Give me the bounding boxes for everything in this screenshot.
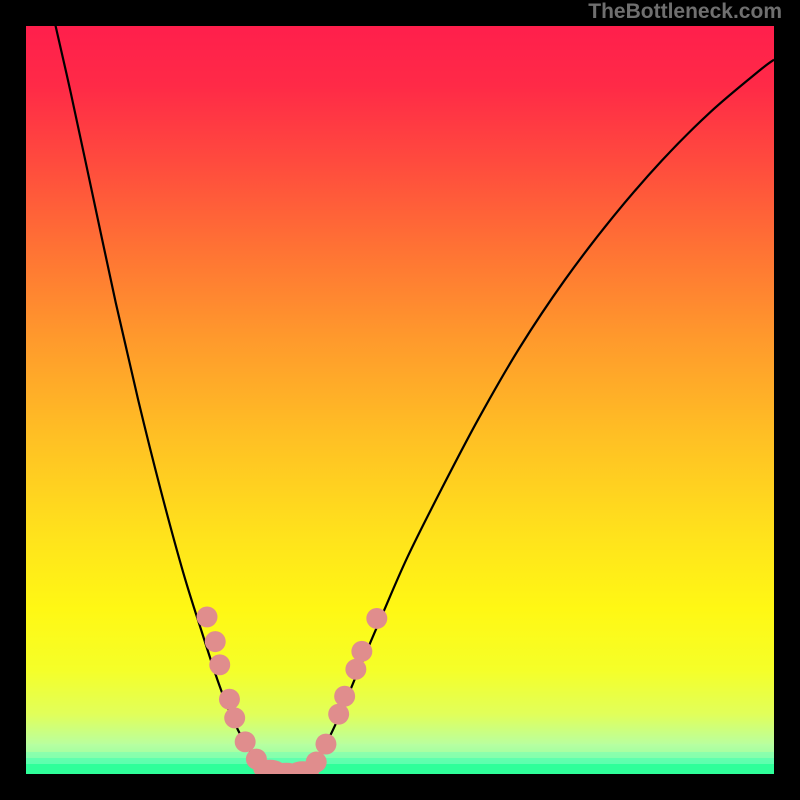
watermark-text: TheBottleneck.com — [588, 0, 782, 24]
curve-marker — [197, 606, 218, 627]
curve-marker — [306, 752, 327, 773]
curve-marker — [235, 731, 256, 752]
curve-marker — [334, 686, 355, 707]
curve-marker — [219, 689, 240, 710]
curve-marker — [366, 608, 387, 629]
curve-marker — [328, 704, 349, 725]
curve-marker — [205, 631, 226, 652]
curve-path — [52, 26, 774, 773]
plot-area — [26, 26, 774, 774]
curve-marker — [315, 734, 336, 755]
curve-marker — [224, 707, 245, 728]
curve-marker — [351, 641, 372, 662]
curve-marker — [345, 659, 366, 680]
bottleneck-curve — [26, 26, 774, 774]
curve-marker — [209, 654, 230, 675]
